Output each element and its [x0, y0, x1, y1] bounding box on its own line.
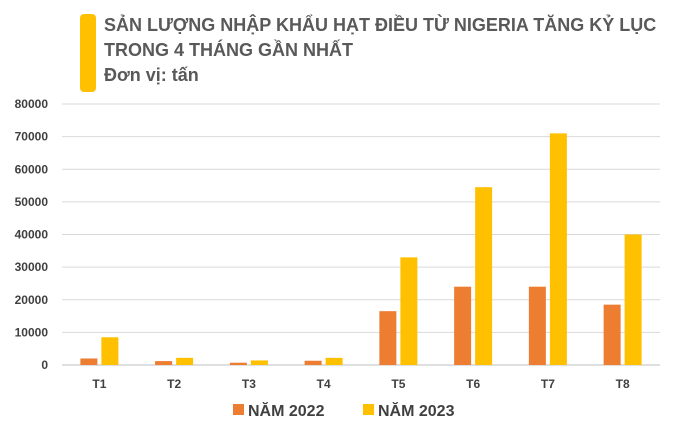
y-tick-label: 20000	[15, 293, 49, 307]
y-tick-label: 80000	[15, 97, 49, 111]
legend-swatch-series-1	[233, 404, 244, 415]
bar-t5-series-1	[379, 311, 397, 365]
x-axis: T1 T2 T3 T4 T5 T6 T7 T8	[92, 377, 630, 391]
bar-t1-series-1	[80, 358, 98, 365]
y-tick-label: 50000	[15, 195, 49, 209]
y-axis: 0 10000 20000 30000 40000 50000 60000 70000 8000…	[15, 97, 49, 372]
x-tick-label: T6	[466, 377, 480, 391]
x-tick-label: T7	[541, 377, 555, 391]
x-tick-label: T5	[391, 377, 405, 391]
y-tick-label: 0	[41, 358, 48, 372]
chart-title-line-2: TRONG 4 THÁNG GẦN NHẤT	[104, 39, 353, 60]
bar-t5-series-2	[400, 257, 418, 365]
bar-t7-series-1	[528, 286, 546, 365]
bar-t2-series-1	[155, 361, 173, 365]
legend-label-series-1: NĂM 2022	[248, 401, 325, 420]
y-tick-label: 40000	[15, 228, 49, 242]
bar-t8-series-2	[624, 234, 642, 365]
x-tick-label: T8	[616, 377, 630, 391]
x-tick-label: T4	[317, 377, 331, 391]
bar-t4-series-1	[304, 360, 322, 365]
bars	[80, 133, 642, 365]
bar-t4-series-2	[325, 357, 343, 365]
y-tick-label: 30000	[15, 260, 49, 274]
legend: NĂM 2022 NĂM 2023	[233, 401, 455, 420]
bar-t7-series-2	[549, 133, 567, 365]
chart-title-line-1: SẢN LƯỢNG NHẬP KHẨU HẠT ĐIỀU TỪ NIGERIA …	[104, 14, 656, 35]
unit-label: Đơn vị: tấn	[104, 65, 199, 85]
bar-t1-series-2	[101, 337, 119, 365]
y-tick-label: 60000	[15, 162, 49, 176]
x-tick-label: T2	[167, 377, 181, 391]
bar-t3-series-2	[250, 360, 268, 365]
y-tick-label: 10000	[15, 325, 49, 339]
bar-t6-series-1	[454, 286, 472, 365]
gridlines	[62, 103, 660, 366]
bar-t2-series-2	[176, 357, 194, 365]
bar-t3-series-1	[229, 362, 247, 365]
x-tick-label: T3	[242, 377, 256, 391]
bar-t8-series-1	[603, 304, 621, 365]
legend-swatch-series-2	[363, 404, 374, 415]
x-tick-label: T1	[92, 377, 106, 391]
title-accent-bar	[80, 14, 96, 92]
bar-t6-series-2	[475, 187, 493, 365]
y-tick-label: 70000	[15, 130, 49, 144]
legend-label-series-2: NĂM 2023	[378, 401, 455, 420]
